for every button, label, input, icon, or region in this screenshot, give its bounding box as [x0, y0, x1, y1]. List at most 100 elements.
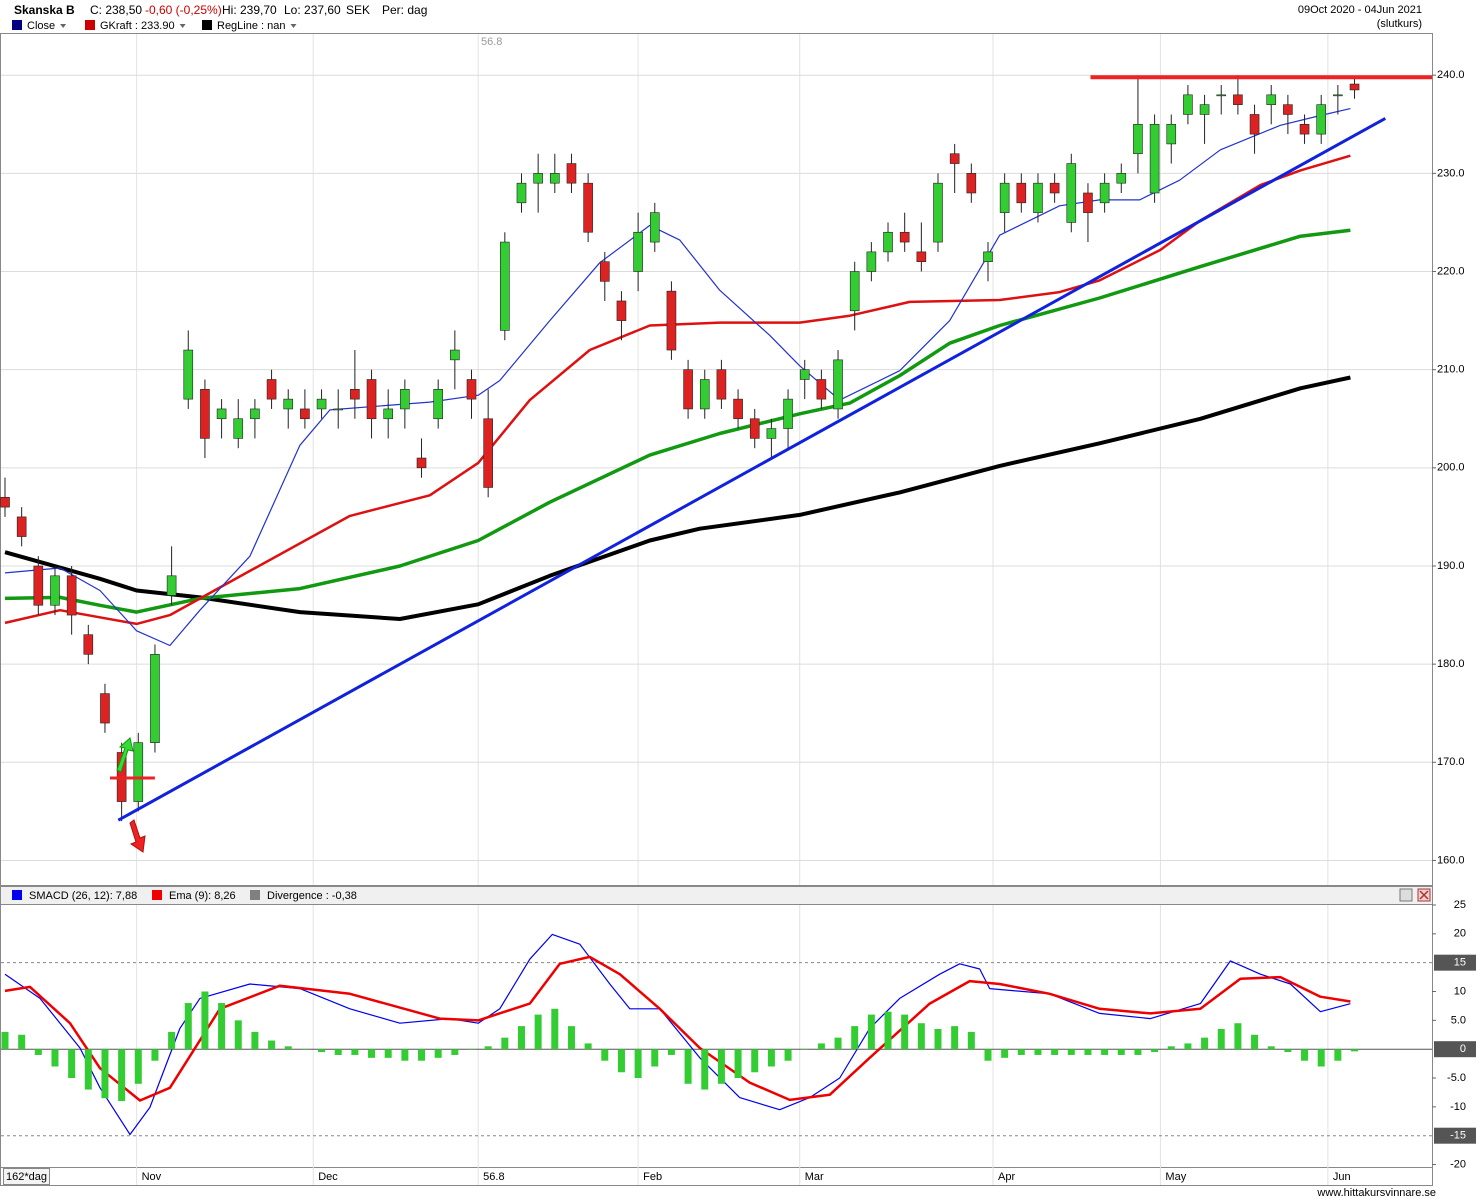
histogram-bar [1117, 1049, 1125, 1055]
histogram-bar [651, 1049, 659, 1067]
y-tick-label: 230.0 [1437, 167, 1465, 179]
legend-label: Divergence : -0,38 [267, 890, 357, 902]
histogram-bar [201, 991, 209, 1050]
y-tick-label: 10 [1454, 985, 1466, 997]
candle-body [1149, 123, 1160, 194]
histogram-bar [468, 1049, 476, 1050]
histogram-bar [734, 1049, 742, 1079]
candle-body [16, 516, 27, 537]
candle-body [983, 251, 993, 263]
candle-body [100, 693, 110, 724]
reference-label-box [1434, 954, 1476, 971]
candle-body [1133, 123, 1143, 155]
histogram-bar [784, 1049, 792, 1061]
y-tick-label: -10 [1450, 1101, 1466, 1113]
candle-body [216, 408, 227, 420]
histogram-bar [801, 1049, 809, 1050]
candle-body [866, 251, 877, 272]
candle-body [300, 408, 310, 420]
y-tick-label: 170.0 [1437, 756, 1465, 768]
y-tick-label: 210.0 [1437, 364, 1465, 376]
histogram-bar [617, 1049, 625, 1073]
reference-label-box [1434, 1127, 1476, 1144]
histogram-bar [134, 1049, 142, 1084]
reference-label-box [1434, 1041, 1476, 1058]
candle-body [749, 418, 760, 439]
histogram-bar [917, 1023, 925, 1050]
x-tick-label: Mar [805, 1171, 824, 1183]
candle-body [949, 153, 960, 164]
histogram-bar [634, 1049, 642, 1079]
histogram-bar [667, 1049, 675, 1055]
histogram-bar [234, 1020, 242, 1050]
legend-label: SMACD (26, 12): 7,88 [29, 890, 137, 902]
candle-body [799, 369, 810, 380]
histogram-bar [18, 1034, 26, 1050]
legend-label: RegLine : nan [217, 20, 286, 32]
candle-body [1083, 192, 1093, 213]
y-tick-label: 160.0 [1437, 854, 1465, 866]
x-axis-band [0, 1167, 1433, 1186]
histogram-bar [384, 1049, 392, 1058]
histogram-bar [934, 1029, 942, 1050]
legend-dropdown[interactable] [179, 24, 186, 28]
macd-panel [0, 904, 1433, 1168]
down-arrow [129, 819, 146, 853]
reference-label: 0 [1460, 1043, 1466, 1055]
histogram-bar [551, 1008, 559, 1050]
histogram-bar [967, 1031, 975, 1050]
candle-body [999, 182, 1010, 213]
histogram-bar [351, 1049, 359, 1055]
histogram-bar [251, 1031, 259, 1050]
candle-body [599, 261, 610, 282]
candle-body [366, 379, 377, 420]
histogram-bar [1267, 1046, 1275, 1050]
candle-body [1266, 94, 1277, 105]
histogram-bar [951, 1026, 959, 1050]
histogram-bar [184, 1003, 192, 1050]
candle-body [916, 251, 927, 263]
histogram-bar [1067, 1049, 1075, 1055]
histogram-bar [584, 1043, 592, 1050]
histogram-bar [1251, 1034, 1259, 1050]
candle-body [649, 212, 660, 243]
indicator-line [4, 108, 1351, 647]
info-high: Hi: 239,70 [222, 3, 277, 17]
candle-body [899, 231, 910, 243]
legend-label: Ema (9): 8,26 [169, 890, 236, 902]
histogram-bar [1, 1031, 9, 1050]
candle-body [533, 173, 543, 184]
price-type: (slutkurs) [1377, 18, 1422, 30]
indicator-line [4, 228, 1351, 614]
candle-body [766, 428, 777, 439]
histogram-bar [1001, 1049, 1009, 1058]
histogram-bar [368, 1049, 376, 1058]
histogram-bar [34, 1049, 42, 1055]
candle-body [516, 182, 527, 204]
candle-body [1066, 163, 1077, 223]
info-currency: SEK [346, 3, 370, 17]
histogram-bar [1317, 1049, 1325, 1067]
reference-label: -15 [1450, 1130, 1466, 1142]
histogram-bar [301, 1049, 309, 1050]
y-tick-label: 25 [1454, 899, 1466, 911]
histogram-bar [484, 1046, 492, 1050]
settings-button[interactable] [1399, 888, 1413, 902]
legend-dropdown[interactable] [60, 24, 67, 28]
legend-dropdown[interactable] [290, 24, 297, 28]
candle-body [350, 389, 360, 400]
candle-body [166, 575, 177, 596]
legend-swatch [12, 20, 22, 30]
candle-body [316, 398, 327, 410]
candle-body [183, 349, 194, 400]
legend-swatch [152, 890, 162, 900]
period-label: 162*dag [6, 1171, 47, 1183]
candle-body [833, 359, 843, 410]
candle-body [250, 408, 260, 420]
candle-body [566, 163, 577, 184]
candle-body [233, 418, 244, 439]
histogram-bar [1234, 1023, 1242, 1050]
candle-body [716, 369, 727, 400]
y-tick-label: 20 [1454, 928, 1466, 940]
histogram-bar [1051, 1049, 1059, 1055]
